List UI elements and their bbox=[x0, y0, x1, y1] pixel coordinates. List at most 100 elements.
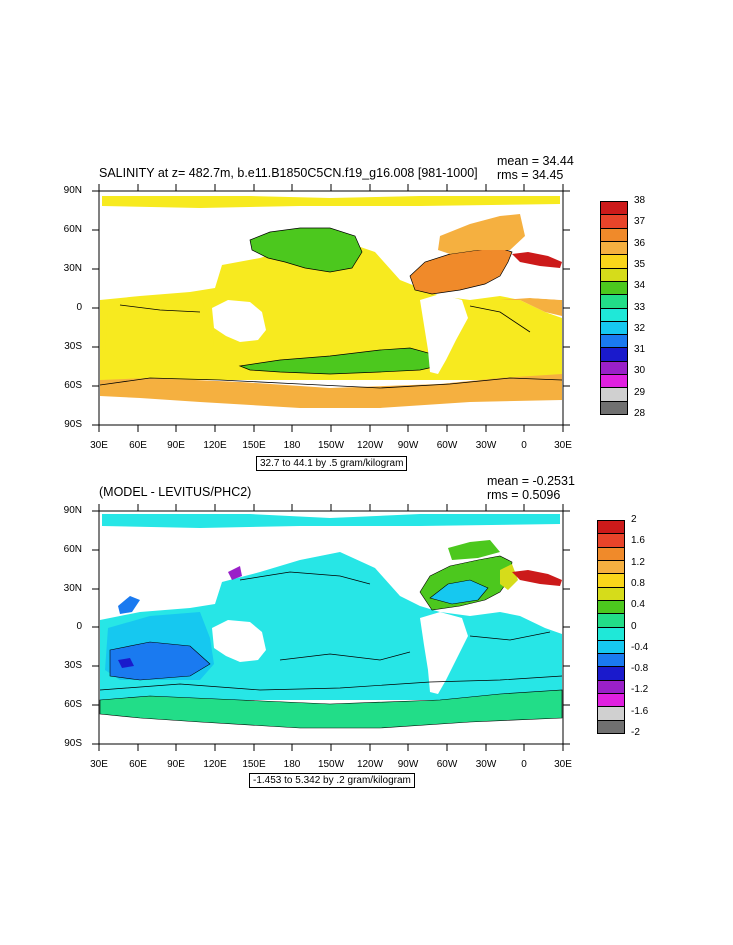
lon-label: 150W bbox=[317, 759, 345, 770]
colorbar-swatch bbox=[600, 201, 628, 215]
colorbar-swatch bbox=[600, 320, 628, 335]
lat-label: 0 bbox=[76, 302, 82, 313]
colorbar-swatch bbox=[600, 334, 628, 348]
australia-land bbox=[212, 620, 266, 662]
colorbar-swatch bbox=[597, 599, 625, 614]
colorbar-swatch bbox=[597, 559, 625, 574]
lat-label: 90N bbox=[63, 185, 82, 196]
lon-ticks bbox=[98, 504, 564, 751]
contour-info-box: 32.7 to 44.1 by .5 gram/kilogram bbox=[256, 456, 408, 471]
lon-label: 180 bbox=[283, 759, 301, 770]
colorbar-swatch bbox=[597, 706, 625, 720]
lon-label: 90E bbox=[167, 440, 185, 451]
lat-label: 60N bbox=[63, 544, 82, 555]
colorbar-swatch bbox=[600, 254, 628, 268]
africa-land bbox=[524, 596, 562, 620]
panel-title: (MODEL - LEVITUS/PHC2) bbox=[99, 485, 252, 499]
south-america-land bbox=[420, 612, 468, 694]
lat-ticks bbox=[92, 190, 570, 426]
colorbar-swatch bbox=[597, 520, 625, 534]
lon-label: 30E bbox=[554, 759, 572, 770]
colorbar-label: 31 bbox=[634, 344, 646, 356]
lat-label: 60S bbox=[64, 380, 82, 391]
colorbar-swatch bbox=[600, 240, 628, 255]
colorbar-swatch bbox=[600, 227, 628, 241]
lon-label: 90E bbox=[167, 759, 185, 770]
colorbar-swatch bbox=[597, 653, 625, 667]
lon-label: 30E bbox=[554, 440, 572, 451]
colorbar-label: -0.8 bbox=[631, 663, 649, 675]
lon-label: 60E bbox=[129, 759, 147, 770]
colorbar-label: 38 bbox=[634, 195, 646, 206]
southern-green-band bbox=[99, 689, 563, 729]
lon-label: 30E bbox=[90, 759, 108, 770]
colorbar-label: 2 bbox=[631, 514, 637, 525]
colorbar-label: 35 bbox=[634, 258, 646, 270]
colorbar-swatch bbox=[600, 347, 628, 361]
rms-value: rms = 34.45 bbox=[497, 168, 564, 182]
colorbar-label: 30 bbox=[634, 365, 646, 377]
lat-label: 30N bbox=[63, 583, 82, 594]
lon-label: 30E bbox=[90, 440, 108, 451]
colorbar-swatch bbox=[600, 387, 628, 401]
south-america-land bbox=[420, 294, 468, 374]
lon-label: 120E bbox=[203, 440, 227, 451]
colorbar-swatch bbox=[597, 533, 625, 547]
colorbar-label: 34 bbox=[634, 280, 646, 292]
lon-ticks bbox=[98, 184, 564, 432]
colorbar-label: 32 bbox=[634, 322, 646, 334]
colorbar-swatch bbox=[597, 679, 625, 694]
colorbar-swatch bbox=[597, 586, 625, 600]
lon-label: 150E bbox=[242, 759, 266, 770]
lon-label: 180 bbox=[283, 440, 301, 451]
colorbar-label: 28 bbox=[634, 408, 646, 419]
lon-label: 120E bbox=[203, 759, 227, 770]
rms-value: rms = 0.5096 bbox=[487, 488, 561, 502]
lat-label: 60S bbox=[64, 699, 82, 710]
lon-label: 90W bbox=[397, 440, 419, 451]
mediterranean-red-patch bbox=[512, 252, 562, 268]
lon-label: 60W bbox=[436, 759, 458, 770]
lat-ticks bbox=[92, 510, 570, 745]
colorbar-label: 37 bbox=[634, 216, 646, 228]
lat-label: 90S bbox=[64, 419, 82, 430]
colorbar-label: -1.2 bbox=[631, 684, 649, 696]
colorbar-swatch bbox=[600, 267, 628, 281]
colorbar-swatch bbox=[597, 666, 625, 680]
lat-label: 90S bbox=[64, 738, 82, 749]
colorbar-label: -0.4 bbox=[631, 641, 649, 653]
lon-label: 150W bbox=[317, 440, 345, 451]
lon-label: 0 bbox=[521, 759, 527, 770]
colorbar-swatch bbox=[600, 280, 628, 295]
colorbar-swatch bbox=[600, 294, 628, 308]
colorbar-swatch bbox=[600, 400, 628, 415]
mean-value: mean = 34.44 bbox=[497, 154, 574, 168]
lon-label: 120W bbox=[356, 759, 384, 770]
colorbar-label: -1.6 bbox=[631, 705, 649, 717]
lon-label: 30W bbox=[475, 759, 497, 770]
colorbar-swatch bbox=[600, 307, 628, 321]
colorbar-swatch bbox=[597, 546, 625, 560]
colorbar-swatch bbox=[600, 374, 628, 388]
lat-label: 30N bbox=[63, 263, 82, 274]
north-pacific-green-patch bbox=[249, 227, 363, 273]
lon-label: 0 bbox=[521, 440, 527, 451]
colorbar-label: -2 bbox=[631, 727, 640, 738]
lon-label: 60E bbox=[129, 440, 147, 451]
lat-label: 0 bbox=[76, 621, 82, 632]
colorbar-label: 1.6 bbox=[631, 535, 645, 547]
colorbar-swatch bbox=[597, 693, 625, 707]
africa-land bbox=[524, 276, 562, 300]
colorbar-label: 0 bbox=[631, 620, 637, 632]
lon-label: 120W bbox=[356, 440, 384, 451]
australia-land bbox=[212, 300, 266, 342]
contour-info-box: -1.453 to 5.342 by .2 gram/kilogram bbox=[249, 773, 415, 788]
colorbar-swatch bbox=[600, 214, 628, 228]
lon-label: 90W bbox=[397, 759, 419, 770]
colorbar-label: 29 bbox=[634, 386, 646, 398]
mean-value: mean = -0.2531 bbox=[487, 474, 575, 488]
colorbar-label: 33 bbox=[634, 301, 646, 313]
lat-label: 30S bbox=[64, 660, 82, 671]
